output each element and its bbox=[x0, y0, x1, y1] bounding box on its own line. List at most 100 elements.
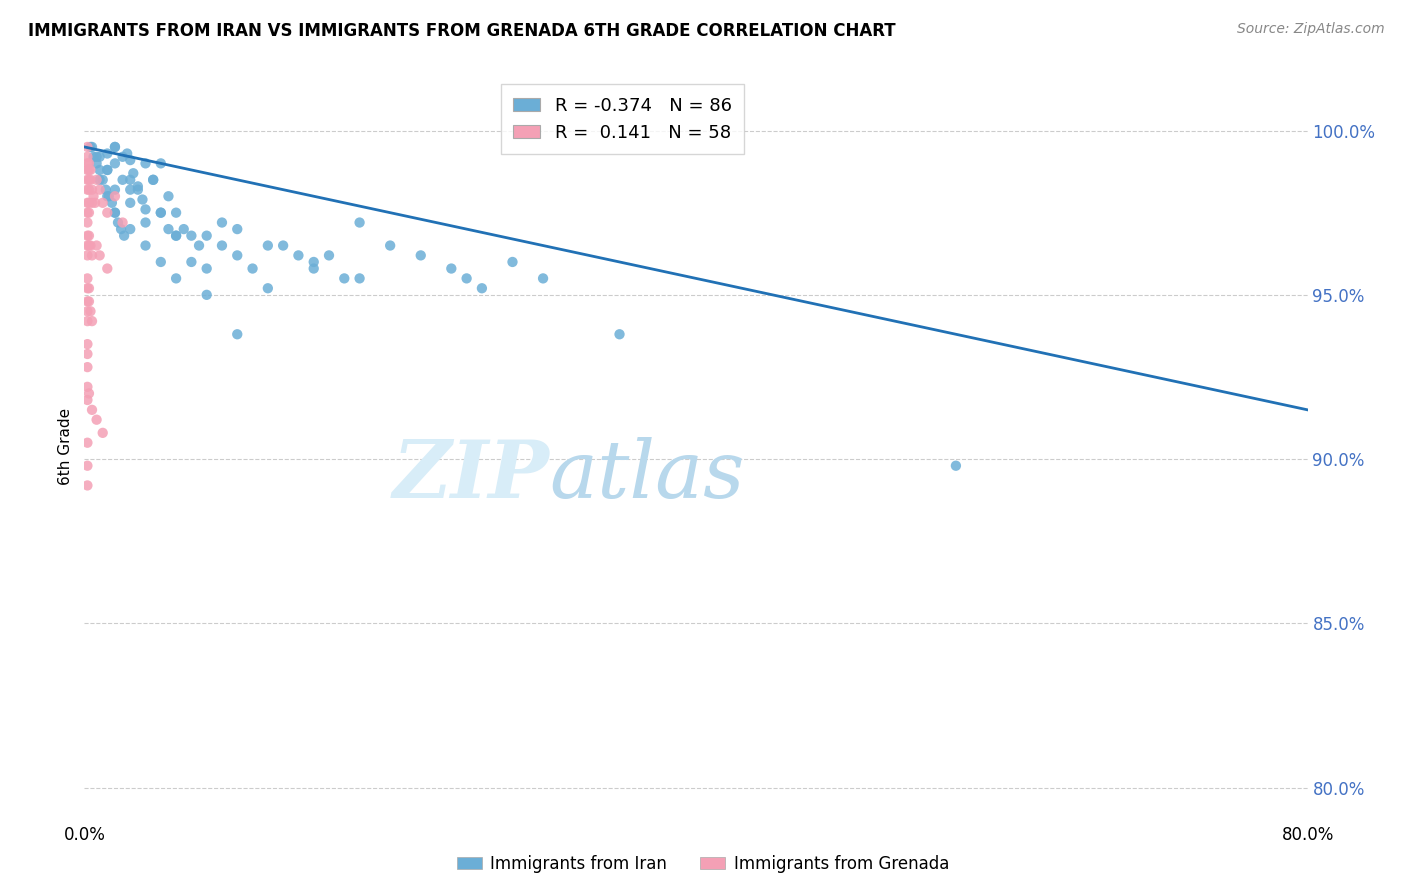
Point bbox=[76, 392, 98, 407]
Point bbox=[127, 179, 149, 194]
Point bbox=[180, 228, 202, 243]
Point bbox=[77, 238, 100, 252]
Point bbox=[89, 173, 111, 187]
Point bbox=[76, 156, 98, 170]
Point bbox=[104, 189, 127, 203]
Point bbox=[84, 195, 107, 210]
Point bbox=[502, 255, 524, 269]
Point bbox=[86, 238, 108, 252]
Point bbox=[165, 205, 187, 219]
Text: ZIP: ZIP bbox=[392, 437, 550, 515]
Point bbox=[76, 314, 98, 328]
Point bbox=[89, 183, 111, 197]
Point bbox=[122, 166, 145, 180]
Point bbox=[120, 173, 142, 187]
Point bbox=[165, 228, 187, 243]
Point bbox=[76, 458, 98, 473]
Point bbox=[96, 146, 118, 161]
Text: atlas: atlas bbox=[550, 437, 745, 515]
Point bbox=[91, 195, 114, 210]
Point bbox=[195, 228, 218, 243]
Point bbox=[104, 205, 127, 219]
Point bbox=[91, 173, 114, 187]
Point bbox=[96, 261, 118, 276]
Point bbox=[471, 281, 494, 295]
Point bbox=[97, 189, 120, 203]
Point bbox=[440, 261, 463, 276]
Point bbox=[79, 304, 101, 318]
Point bbox=[135, 215, 157, 229]
Point bbox=[211, 215, 233, 229]
Point bbox=[531, 271, 554, 285]
Point bbox=[409, 248, 432, 262]
Point bbox=[76, 228, 98, 243]
Point bbox=[80, 402, 103, 417]
Point bbox=[380, 238, 402, 252]
Point bbox=[945, 458, 967, 473]
Y-axis label: 6th Grade: 6th Grade bbox=[58, 408, 73, 484]
Point bbox=[83, 150, 105, 164]
Point bbox=[80, 314, 103, 328]
Point bbox=[157, 222, 180, 236]
Point bbox=[80, 248, 103, 262]
Point bbox=[77, 195, 100, 210]
Point bbox=[127, 183, 149, 197]
Point bbox=[112, 228, 135, 243]
Point bbox=[80, 140, 103, 154]
Point bbox=[77, 205, 100, 219]
Point bbox=[333, 271, 356, 285]
Point bbox=[86, 413, 108, 427]
Point bbox=[110, 222, 132, 236]
Point bbox=[226, 248, 249, 262]
Point bbox=[96, 163, 118, 178]
Text: Source: ZipAtlas.com: Source: ZipAtlas.com bbox=[1237, 22, 1385, 37]
Point bbox=[111, 150, 134, 164]
Point bbox=[80, 195, 103, 210]
Point bbox=[111, 173, 134, 187]
Point bbox=[107, 215, 129, 229]
Point bbox=[77, 156, 100, 170]
Point bbox=[76, 435, 98, 450]
Point bbox=[165, 271, 187, 285]
Point bbox=[86, 150, 108, 164]
Point bbox=[120, 195, 142, 210]
Point bbox=[131, 193, 153, 207]
Point bbox=[77, 386, 100, 401]
Point bbox=[226, 222, 249, 236]
Point bbox=[96, 205, 118, 219]
Point bbox=[111, 215, 134, 229]
Point bbox=[83, 189, 105, 203]
Point bbox=[77, 183, 100, 197]
Point bbox=[104, 205, 127, 219]
Point bbox=[173, 222, 195, 236]
Point bbox=[104, 140, 127, 154]
Point bbox=[349, 271, 371, 285]
Point bbox=[257, 238, 280, 252]
Point bbox=[149, 205, 172, 219]
Point bbox=[76, 347, 98, 361]
Point bbox=[120, 183, 142, 197]
Point bbox=[76, 163, 98, 178]
Point bbox=[76, 337, 98, 351]
Point bbox=[89, 163, 111, 178]
Point bbox=[115, 146, 138, 161]
Point bbox=[195, 288, 218, 302]
Point bbox=[76, 150, 98, 164]
Point bbox=[91, 425, 114, 440]
Point bbox=[302, 261, 325, 276]
Point bbox=[104, 140, 127, 154]
Point bbox=[77, 281, 100, 295]
Point bbox=[79, 140, 101, 154]
Point bbox=[149, 156, 172, 170]
Point bbox=[79, 163, 101, 178]
Point bbox=[79, 238, 101, 252]
Point bbox=[188, 238, 211, 252]
Point bbox=[149, 255, 172, 269]
Point bbox=[101, 195, 124, 210]
Point bbox=[211, 238, 233, 252]
Point bbox=[76, 215, 98, 229]
Point bbox=[76, 380, 98, 394]
Point bbox=[76, 173, 98, 187]
Point bbox=[86, 173, 108, 187]
Point bbox=[257, 281, 280, 295]
